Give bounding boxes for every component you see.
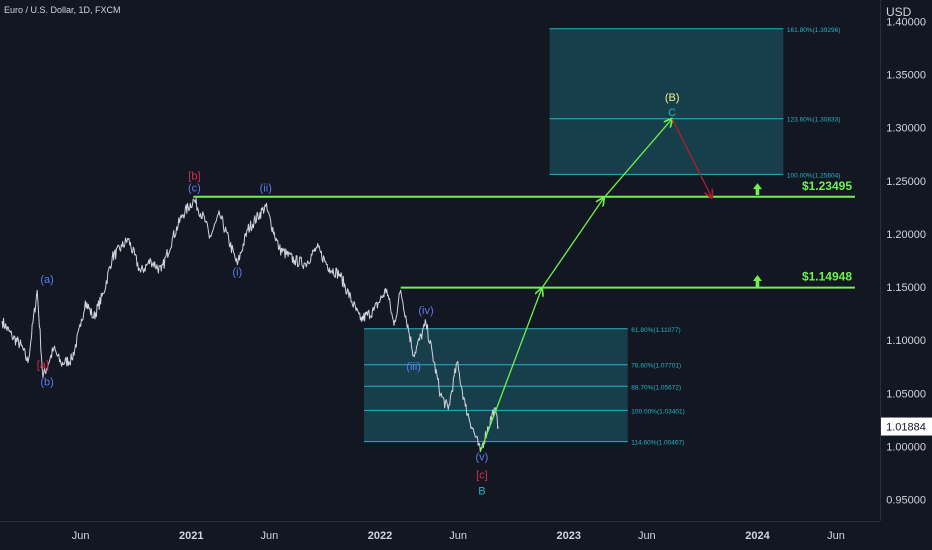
price-line	[1, 197, 499, 453]
time-tick-label: Jun	[72, 530, 90, 542]
wave-label: B	[478, 485, 485, 497]
time-tick-label: Jun	[827, 530, 845, 542]
projection-arrow-3	[603, 119, 672, 199]
current-price-label: 1.01884	[886, 422, 926, 434]
price-tick-label: 1.35000	[886, 69, 926, 81]
fib-zone-1	[363, 328, 628, 442]
wave-label: (v)	[475, 451, 488, 463]
time-tick-label: Jun	[638, 530, 656, 542]
fib-level-label: 78.60%(1.07701)	[631, 363, 681, 370]
fib-level-label: 61.80%(1.11077)	[631, 327, 680, 334]
time-tick-label: 2024	[745, 530, 770, 542]
fib-level-label: 100.00%(1.03401)	[631, 408, 685, 415]
projection-arrow-2	[541, 198, 604, 289]
fib-level-label: 123.60%(1.30833)	[787, 117, 841, 124]
price-tick-label: 1.25000	[886, 176, 926, 188]
fib-level-label: 100.00%(1.25604)	[787, 172, 841, 179]
wave-label: [c]	[476, 469, 488, 481]
fib-level-label: 88.70%(1.05672)	[631, 384, 681, 391]
wave-label: (iv)	[418, 305, 433, 317]
price-tick-label: 0.95000	[886, 495, 926, 507]
price-tick-label: 1.05000	[886, 388, 926, 400]
price-tick-label: 1.20000	[886, 229, 926, 241]
wave-label: (B)	[665, 92, 680, 104]
time-tick-label: 2022	[368, 530, 392, 542]
up-arrow-icon	[752, 183, 762, 196]
time-tick-label: Jun	[449, 530, 467, 542]
wave-label: [a]	[37, 359, 49, 371]
wave-label: (iii)	[406, 361, 421, 373]
currency-label: USD	[886, 5, 912, 19]
horizontal-levels-layer: $1.23495 $1.14948	[193, 179, 855, 289]
wave-label: [b]	[188, 171, 200, 183]
wave-label: C	[668, 107, 676, 119]
current-price-badge	[881, 417, 932, 436]
price-tick-label: 1.10000	[886, 335, 926, 347]
price-line-layer	[1, 197, 499, 453]
fib-zone-2	[549, 28, 784, 175]
fib-level-label: 114.60%(1.00467)	[631, 440, 684, 447]
time-tick-label: 2023	[557, 530, 581, 542]
fib-level-label: 161.80%(1.39296)	[787, 27, 841, 34]
projection-layer	[479, 118, 712, 452]
up-arrow-icon	[752, 274, 762, 287]
level-label-1: $1.23495	[802, 179, 852, 193]
chart-title: Euro / U.S. Dollar, 1D, FXCM	[4, 5, 121, 15]
down-projection-arrow	[671, 118, 712, 198]
price-tick-label: 1.40000	[886, 16, 926, 28]
time-tick-label: Jun	[261, 530, 279, 542]
fib-zones-layer: 61.80%(1.11077) 78.60%(1.07701) 88.70%(1.0…	[363, 27, 841, 447]
wave-label: (c)	[188, 182, 201, 194]
price-tick-label: 1.15000	[886, 282, 926, 294]
wave-label: (ii)	[260, 182, 272, 194]
price-tick-label: 1.30000	[886, 123, 926, 135]
wave-labels-layer: [a] (b) (a) [b](c) (ii) (i) (iv) (iii) (v) [c] B (B…	[37, 92, 680, 497]
time-tick-label: 2021	[179, 530, 203, 542]
wave-label: (i)	[232, 266, 242, 278]
wave-label: (b)	[40, 376, 53, 388]
price-tick-label: 1.00000	[886, 442, 926, 454]
wave-label: (a)	[40, 274, 53, 286]
projection-arrow-1	[479, 288, 542, 452]
level-label-2: $1.14948	[802, 270, 852, 284]
